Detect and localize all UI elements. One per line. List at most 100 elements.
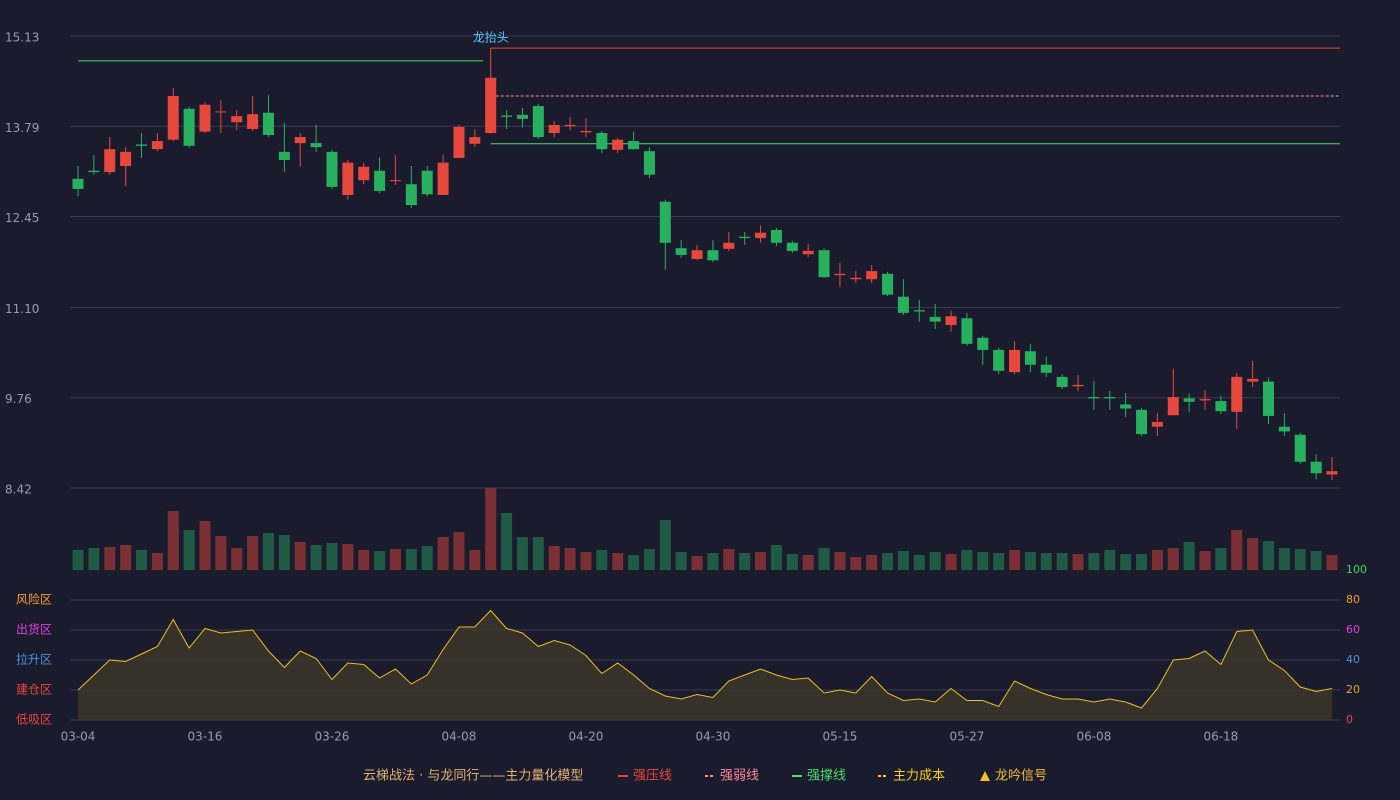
volume-bar — [739, 553, 751, 570]
candle-body — [929, 316, 941, 322]
annotation: 龙抬头 — [473, 31, 509, 45]
volume-bar — [1247, 538, 1259, 570]
volume-bar — [707, 553, 719, 570]
candle-body — [850, 277, 862, 280]
candle-body — [802, 250, 814, 255]
y-tick-label: 40 — [1346, 653, 1360, 666]
volume-bar — [564, 548, 576, 570]
candle-body — [977, 337, 989, 350]
volume-bar — [659, 520, 671, 570]
candle-body — [1151, 421, 1163, 427]
candle-body — [88, 170, 100, 173]
candle-body — [786, 242, 798, 251]
candle-body — [723, 242, 735, 249]
volume-bar — [120, 545, 132, 570]
volume-bar — [786, 554, 798, 570]
candle-body — [1120, 404, 1132, 409]
candle-body — [262, 112, 274, 136]
zone-label: 风险区 — [16, 592, 52, 607]
volume-bar — [151, 553, 163, 570]
volume-bar — [913, 555, 925, 570]
candle-body — [358, 166, 370, 181]
x-tick-label: 06-08 — [1076, 730, 1111, 744]
volume-bar — [1294, 549, 1306, 570]
candle-body — [120, 151, 132, 167]
candle-body — [945, 316, 957, 325]
y-tick-label: 8.42 — [5, 483, 32, 497]
x-tick-label: 03-16 — [188, 730, 223, 744]
volume-bar — [1151, 550, 1163, 570]
candle-body — [72, 178, 84, 189]
candle-body — [453, 126, 465, 158]
volume-bar — [945, 554, 957, 570]
volume-bar — [866, 555, 878, 570]
volume-bar — [358, 550, 370, 570]
legend-label: 强撑线 — [807, 769, 846, 784]
volume-bar — [1310, 551, 1322, 570]
volume-bar — [882, 553, 894, 570]
volume-bar — [834, 552, 846, 570]
volume-bar — [770, 545, 782, 570]
candle-body — [580, 130, 592, 133]
volume-bar — [215, 536, 227, 570]
x-tick-label: 04-20 — [569, 730, 604, 744]
candle-body — [469, 137, 481, 144]
legend-label: 龙吟信号 — [995, 768, 1047, 784]
volume-bar — [294, 542, 306, 570]
y-tick-label: 12.45 — [5, 211, 39, 225]
volume-bar — [135, 550, 147, 570]
candle-body — [882, 273, 894, 295]
candle-body — [516, 114, 528, 119]
volume-bar — [929, 552, 941, 570]
candle-body — [755, 232, 767, 239]
x-tick-label: 05-27 — [949, 730, 984, 744]
candle-body — [707, 250, 719, 261]
volume-bar — [580, 552, 592, 570]
candle-body — [135, 144, 147, 146]
volume-bar — [167, 511, 179, 570]
candle-body — [1199, 399, 1211, 401]
candle-body — [167, 95, 179, 140]
y-tick-label: 0 — [1346, 713, 1353, 726]
volume-bar — [247, 536, 259, 570]
y-tick-label: 11.10 — [5, 302, 39, 316]
volume-bar — [1009, 550, 1021, 570]
candle-body — [1231, 376, 1243, 412]
candle-body — [421, 170, 433, 195]
volume-bar — [231, 548, 243, 570]
volume-bar — [1104, 550, 1116, 570]
volume-bar — [389, 549, 401, 570]
candle-body — [548, 124, 560, 134]
volume-bar — [1088, 553, 1100, 570]
y-tick-label: 20 — [1346, 683, 1360, 696]
indicator-line — [77, 609, 1333, 709]
x-tick-label: 05-15 — [822, 730, 857, 744]
candle-body — [437, 162, 449, 195]
legend-label: 主力成本 — [893, 769, 945, 784]
x-tick-label: 03-26 — [315, 730, 350, 744]
volume-bar — [897, 551, 909, 570]
candle-body — [1056, 376, 1068, 387]
candle-body — [1215, 401, 1227, 412]
candle-body — [389, 180, 401, 182]
zone-label: 拉升区 — [16, 652, 52, 667]
volume-bar — [516, 537, 528, 570]
volume-bar — [1040, 553, 1052, 570]
volume-bar — [850, 557, 862, 570]
candle-body — [596, 133, 608, 150]
volume-bar — [1278, 548, 1290, 570]
volume-bar — [723, 549, 735, 570]
volume-bar — [993, 553, 1005, 570]
volume-bar — [453, 532, 465, 570]
volume-bar — [628, 555, 640, 570]
volume-bar — [961, 550, 973, 570]
candle-body — [961, 318, 973, 344]
volume-bar — [104, 547, 116, 570]
volume-bar — [1136, 554, 1148, 570]
y-tick-label: 100 — [1346, 563, 1367, 576]
candle-body — [1326, 471, 1338, 475]
volume-bar — [1167, 548, 1179, 570]
volume-bar — [501, 513, 513, 570]
candle-body — [897, 296, 909, 313]
